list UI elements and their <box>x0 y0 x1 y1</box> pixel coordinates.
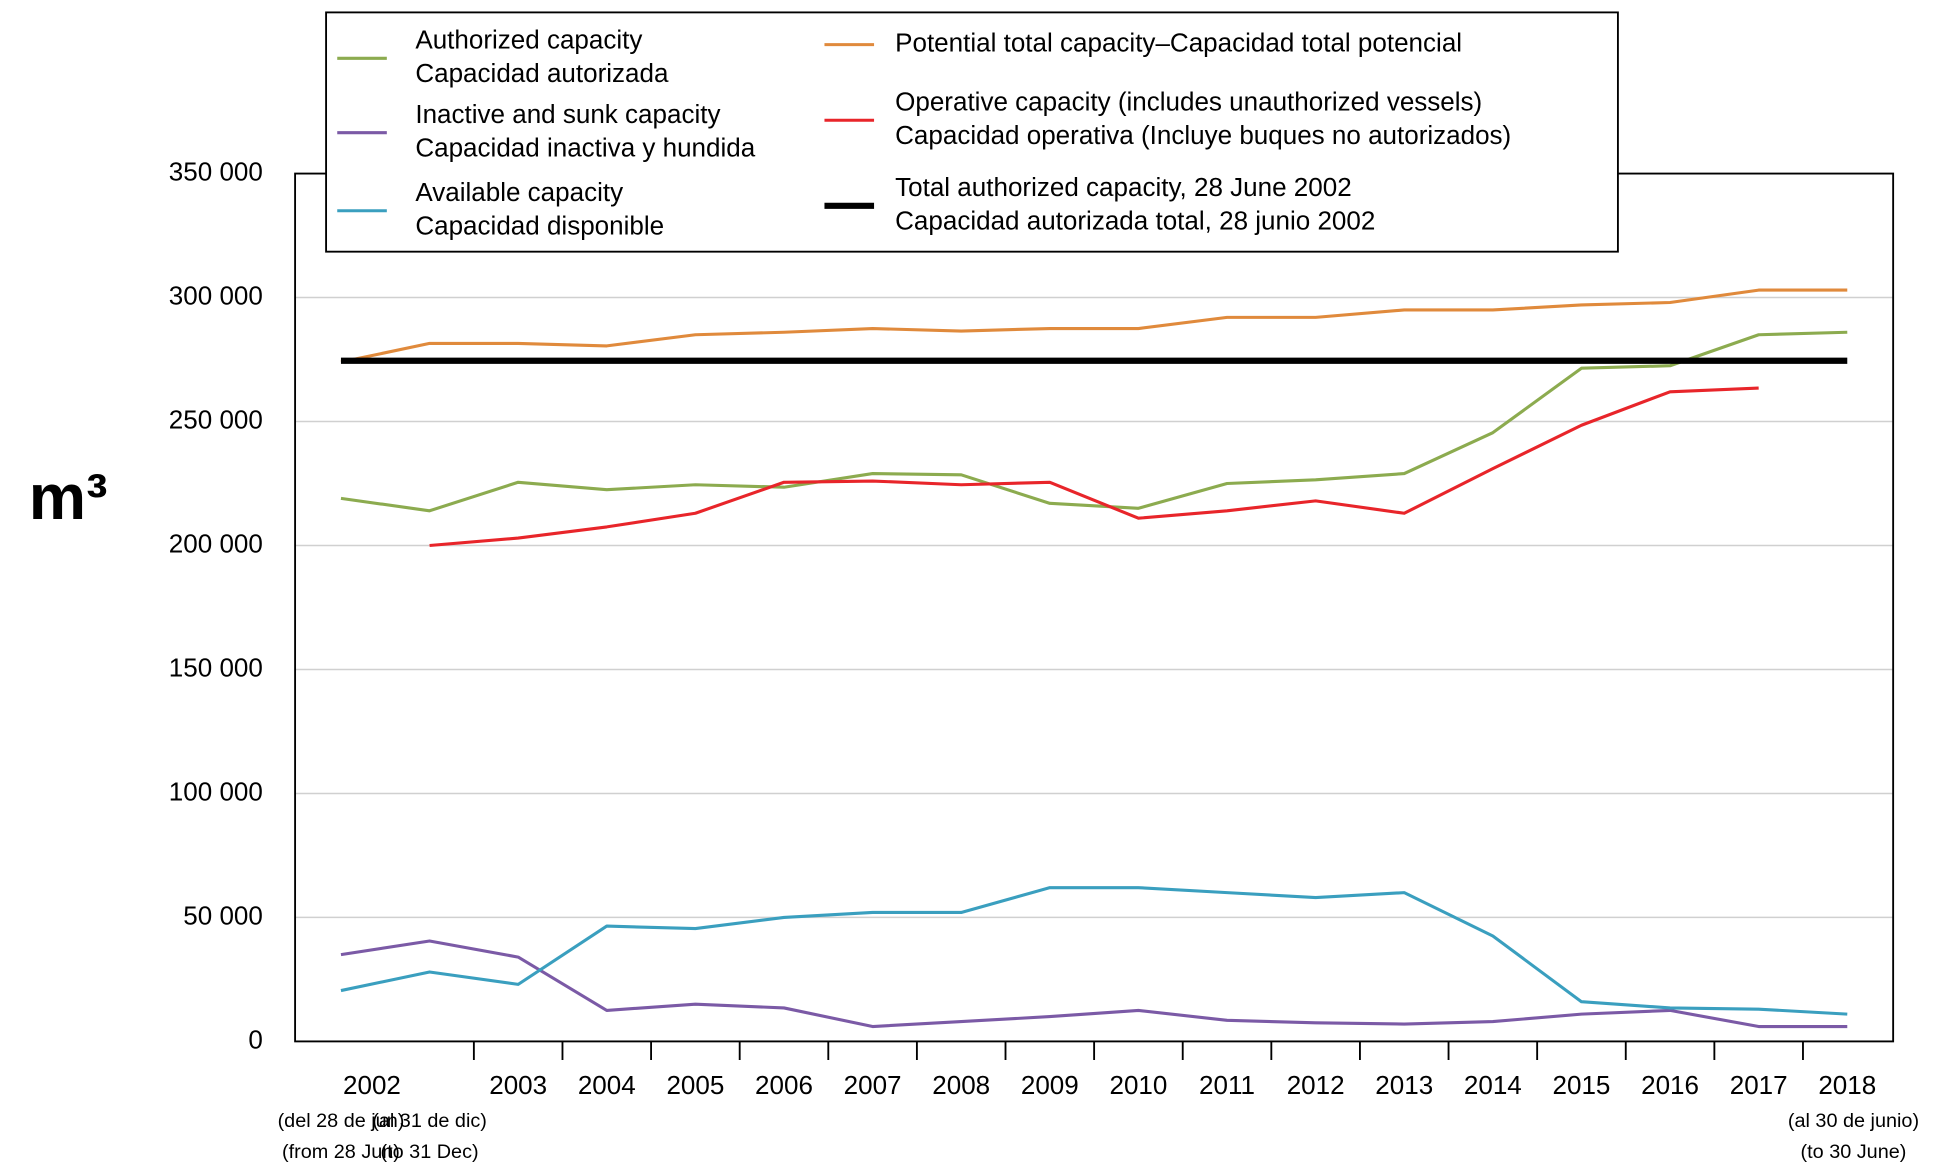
y-tick-label: 50 000 <box>183 900 263 930</box>
series-line <box>340 939 1848 1029</box>
legend-label: Inactive and sunk capacity <box>415 99 720 129</box>
legend-label: Total authorized capacity, 28 June 2002 <box>895 172 1352 202</box>
y-tick-label: 200 000 <box>169 528 263 558</box>
x-tick-label: 2018 <box>1818 1070 1876 1100</box>
series-line <box>340 288 1848 364</box>
x-tick-label: 2005 <box>666 1070 724 1100</box>
x-tick-note: (al 31 de dic) <box>372 1110 487 1132</box>
legend-label: Capacidad inactiva y hundida <box>415 132 755 162</box>
x-tick-label: 2004 <box>578 1070 636 1100</box>
x-tick-label: 2011 <box>1199 1070 1255 1100</box>
x-tick-label: 2010 <box>1109 1070 1167 1100</box>
legend-label: Authorized capacity <box>415 24 642 54</box>
x-tick-note: (from 28 Jun) <box>282 1141 400 1163</box>
x-tick-label: 2016 <box>1641 1070 1699 1100</box>
x-tick-note: (al 30 de junio) <box>1788 1110 1919 1132</box>
legend-label: Capacidad operativa (Incluye buques no a… <box>895 120 1511 150</box>
x-tick-label: 2003 <box>489 1070 547 1100</box>
legend-label: Available capacity <box>415 177 623 207</box>
y-tick-label: 150 000 <box>169 652 263 682</box>
legend-label: Potential total capacity–Capacidad total… <box>895 28 1462 58</box>
legend-box <box>325 11 1619 253</box>
series-line <box>340 330 1848 513</box>
x-tick-label: 2008 <box>932 1070 990 1100</box>
y-tick-label: 0 <box>248 1024 262 1054</box>
x-tick-note: (del 28 de jun) <box>278 1110 405 1132</box>
x-tick-label: 2014 <box>1464 1070 1522 1100</box>
series-line <box>429 386 1759 548</box>
x-tick-label: 2006 <box>755 1070 813 1100</box>
legend-label: Capacidad autorizada total, 28 junio 200… <box>895 205 1375 235</box>
x-tick-label: 2007 <box>844 1070 902 1100</box>
legend-label: Operative capacity (includes unauthorize… <box>895 86 1482 116</box>
legend-label: Capacidad autorizada <box>415 58 669 88</box>
x-tick-note: (to 31 Dec) <box>381 1141 479 1163</box>
x-tick-label: 2012 <box>1287 1070 1345 1100</box>
y-tick-label: 100 000 <box>169 776 263 806</box>
series-line <box>340 886 1848 1016</box>
y-axis-label: m³ <box>29 461 108 533</box>
y-tick-label: 350 000 <box>169 156 263 186</box>
x-tick-label: 2002 <box>343 1070 401 1100</box>
legend-label: Capacidad disponible <box>415 210 664 240</box>
x-tick-label: 2015 <box>1553 1070 1611 1100</box>
y-tick-label: 250 000 <box>169 404 263 434</box>
x-tick-note: (to 30 June) <box>1801 1141 1907 1163</box>
y-tick-label: 300 000 <box>169 280 263 310</box>
x-tick-label: 2013 <box>1375 1070 1433 1100</box>
x-tick-label: 2009 <box>1021 1070 1079 1100</box>
x-tick-label: 2017 <box>1730 1070 1788 1100</box>
